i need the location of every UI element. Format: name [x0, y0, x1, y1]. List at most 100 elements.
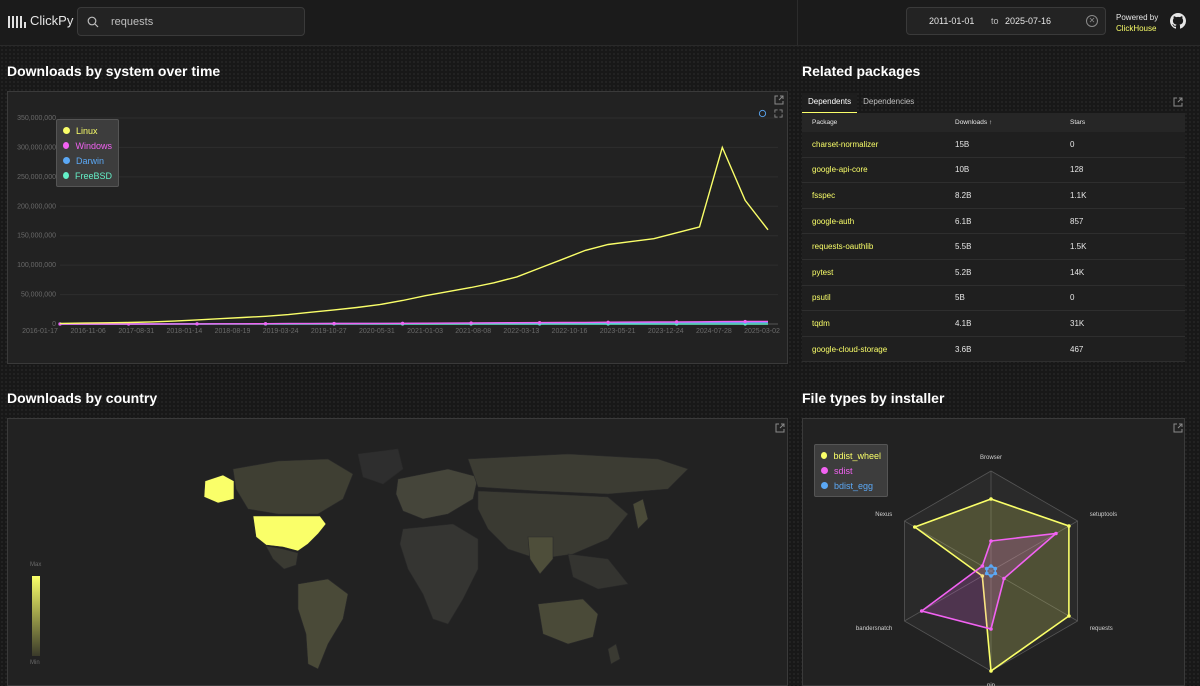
legend-bdist-wheel[interactable]: bdist_wheel — [821, 448, 881, 463]
series-point-windows — [538, 320, 542, 325]
powered-by-label: Powered by — [1116, 13, 1159, 22]
package-name[interactable]: charset-normalizer — [812, 139, 879, 149]
package-downloads: 6.1B — [955, 216, 972, 226]
package-name[interactable]: requests-oauthlib — [812, 242, 874, 252]
filetypes-title: File types by installer — [802, 390, 945, 406]
legend-linux[interactable]: Linux — [63, 123, 112, 138]
legend-bdist-egg[interactable]: bdist_egg — [821, 478, 881, 493]
col-stars[interactable]: Stars — [1070, 119, 1086, 126]
series-point-windows — [400, 321, 405, 325]
system-legend: Linux Windows Darwin FreeBSD — [56, 119, 119, 187]
table-row[interactable]: requests-oauthlib 5.5B 1.5K — [802, 234, 1185, 260]
x-tick-label: 2021-08-08 — [455, 328, 491, 335]
table-row[interactable]: tqdm 4.1B 31K — [802, 311, 1185, 337]
legend-freebsd-label: FreeBSD — [74, 170, 112, 181]
system-chart-panel: 0 50,000,000 100,000,000 150,000,000 200,000… — [7, 91, 788, 364]
refresh-icon[interactable] — [758, 109, 767, 118]
map-africa — [399, 523, 479, 625]
powered-by: Powered by ClickHouse — [1116, 12, 1158, 34]
package-name[interactable]: google-api-core — [812, 165, 868, 175]
table-row[interactable]: google-cloud-storage 3.6B 467 — [802, 336, 1185, 363]
search-box[interactable] — [77, 7, 305, 36]
table-row[interactable]: pytest 5.2B 14K — [802, 259, 1185, 286]
x-tick-label: 2022-03-13 — [503, 328, 539, 335]
series-line-linux — [59, 145, 769, 325]
radar-legend: bdist_wheel sdist bdist_egg — [814, 444, 888, 497]
series-point-windows — [743, 319, 747, 324]
world-map[interactable] — [8, 419, 789, 686]
series-point-windows — [195, 322, 199, 326]
package-name[interactable]: google-auth — [812, 216, 855, 226]
y-tick-label: 0 — [52, 321, 56, 328]
table-row[interactable]: fsspec 8.2B 1.1K — [802, 183, 1185, 209]
package-downloads: 5.2B — [955, 267, 972, 277]
series-point-windows — [332, 321, 336, 326]
legend-freebsd-dot — [63, 172, 69, 179]
package-name[interactable]: tqdm — [812, 318, 830, 328]
series-point-windows — [675, 320, 679, 324]
table-row[interactable]: google-auth 6.1B 857 — [802, 208, 1185, 235]
legend-windows[interactable]: Windows — [63, 138, 112, 153]
date-to[interactable]: 2025-07-16 — [1005, 16, 1052, 26]
radar-point-bdist_egg — [993, 571, 998, 576]
radar-point-bdist_wheel — [989, 497, 993, 501]
search-input[interactable] — [111, 15, 281, 28]
table-row[interactable]: google-api-core 10B 128 — [802, 157, 1185, 184]
fullscreen-icon[interactable] — [774, 109, 783, 118]
package-stars: 0 — [1070, 139, 1075, 149]
col-downloads[interactable]: Downloads ↑ — [955, 119, 993, 126]
system-chart-title: Downloads by system over time — [7, 63, 221, 79]
related-tabs: Dependents Dependencies — [802, 93, 920, 113]
x-tick-label: 2021-01-03 — [407, 328, 443, 335]
legend-windows-dot — [63, 142, 70, 149]
package-name[interactable]: pytest — [812, 267, 834, 277]
x-tick-label: 2018-01-14 — [166, 328, 202, 335]
table-header: Package Downloads ↑ Stars — [802, 113, 1185, 132]
package-stars: 467 — [1070, 344, 1084, 354]
package-downloads: 5B — [955, 293, 965, 303]
map-asia — [477, 490, 629, 560]
date-from[interactable]: 2011-01-01 — [929, 16, 975, 26]
x-tick-label: 2017-08-31 — [118, 328, 154, 335]
legend-darwin-dot — [63, 157, 70, 164]
radar-spoke — [904, 570, 992, 622]
radar-point-bdist_wheel — [980, 574, 985, 578]
map-india — [527, 536, 554, 575]
clickhouse-link[interactable]: ClickHouse — [1116, 24, 1157, 33]
date-to-label: to — [991, 16, 999, 26]
package-downloads: 15B — [955, 139, 970, 149]
package-stars: 1.5K — [1070, 242, 1087, 252]
legend-bdist-wheel-label: bdist_wheel — [833, 450, 881, 461]
external-link-icon[interactable] — [1173, 423, 1183, 433]
legend-sdist[interactable]: sdist — [821, 463, 881, 478]
x-tick-label: 2023-12-24 — [648, 328, 684, 335]
legend-freebsd[interactable]: FreeBSD — [63, 168, 112, 183]
y-tick-label: 350,000,000 — [17, 115, 56, 122]
y-tick-label: 50,000,000 — [21, 292, 56, 299]
map-color-scale — [32, 576, 40, 656]
radar-point-bdist_egg — [984, 566, 989, 571]
external-link-icon[interactable] — [775, 423, 785, 433]
app-logo[interactable]: ClickPy — [8, 13, 73, 28]
package-name[interactable]: google-cloud-storage — [812, 344, 888, 354]
external-link-icon[interactable] — [774, 95, 784, 105]
external-link-icon[interactable] — [1173, 97, 1183, 107]
topbar-divider — [797, 0, 798, 46]
radar-point-bdist_wheel — [1067, 614, 1071, 618]
radar-point-bdist_egg — [989, 564, 993, 568]
y-tick-label: 200,000,000 — [17, 203, 56, 210]
package-name[interactable]: psutil — [812, 293, 831, 303]
package-name[interactable]: fsspec — [812, 190, 836, 200]
legend-darwin-label: Darwin — [76, 155, 105, 166]
table-row[interactable]: psutil 5B 0 — [802, 285, 1185, 312]
tab-dependents[interactable]: Dependents — [802, 93, 858, 113]
github-icon[interactable] — [1170, 13, 1186, 29]
legend-sdist-dot — [821, 467, 828, 474]
table-row[interactable]: charset-normalizer 15B 0 — [802, 132, 1185, 158]
legend-darwin[interactable]: Darwin — [63, 153, 112, 168]
col-package[interactable]: Package — [812, 119, 838, 126]
tab-dependencies[interactable]: Dependencies — [863, 97, 915, 106]
date-range-picker[interactable]: 2011-01-01 to 2025-07-16 ✕ — [906, 7, 1106, 35]
radar-point-bdist_egg — [989, 574, 993, 578]
clear-icon[interactable]: ✕ — [1086, 15, 1098, 27]
